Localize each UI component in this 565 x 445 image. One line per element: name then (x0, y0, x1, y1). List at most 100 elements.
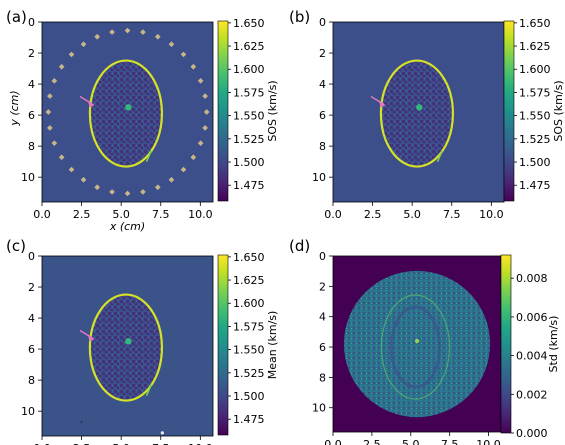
colorbar-tick-label: 1.650 (233, 17, 265, 30)
artifact-dot (160, 431, 164, 435)
colorbar-tick-label: 1.575 (519, 86, 551, 99)
y-tick-label: 0 (28, 250, 35, 263)
transducer-element (109, 189, 115, 195)
skull-crack (436, 150, 443, 162)
plot-frame (41, 255, 214, 437)
y-tick-label: 0 (319, 250, 326, 263)
colorbar-label: SOS (km/s) (552, 80, 565, 141)
x-tick-label: 7.5 (152, 442, 170, 445)
brain-tissue (89, 60, 162, 167)
lesion (125, 338, 132, 345)
colorbar-label: SOS (km/s) (266, 80, 279, 141)
colorbar-label: Mean (km/s) (266, 311, 279, 380)
panel-1: (a) 0.0 2.5 5.0 7.5 10.0 0 2 4 6 8 10 x (cm) y (cm) 1.… (6, 8, 279, 233)
y-tick-label: 4 (319, 311, 326, 324)
y-tick-label: 6 (28, 343, 35, 356)
colorbar-label: Std (km/s) (547, 316, 560, 373)
x-axis-label: x (cm) (109, 220, 145, 233)
x-tick-label: 2.5 (363, 438, 381, 445)
inner-ring-std (389, 305, 441, 389)
colorbar-tick-label: 1.475 (233, 413, 265, 426)
heatmap-image (333, 22, 504, 202)
colorbar (217, 254, 229, 436)
x-tick-label: 2.5 (73, 442, 91, 445)
transducer-element (124, 27, 131, 34)
panel-4: (d) 0.0 2.5 5.0 7.5 10.0 0 2 4 6 8 10 0.008 0.006 0.00… (289, 237, 560, 445)
x-tick-label: 0.0 (33, 208, 51, 221)
std-disc (343, 270, 491, 418)
x-tick-label: 5.0 (403, 208, 421, 221)
colorbar-tick-label: 1.550 (233, 344, 265, 357)
panel-label: (a) (6, 8, 27, 26)
y-tick-label: 4 (319, 78, 326, 91)
transducer-element (168, 176, 175, 183)
colorbar (503, 20, 515, 202)
transducer-element (190, 154, 197, 161)
y-tick-label: 2 (319, 280, 326, 293)
plot-frame (41, 21, 214, 203)
y-axis-label: y (cm) (8, 90, 21, 126)
x-tick-label: 2.5 (364, 208, 382, 221)
transducer-element (203, 109, 210, 115)
x-tick-label: 5.0 (402, 438, 420, 445)
x-tick-label: 10.0 (479, 208, 504, 221)
colorbar-tick-label: 1.625 (233, 40, 265, 53)
transducer-element (124, 190, 131, 197)
colorbar-tick-label: 1.600 (233, 63, 265, 76)
y-tick-label: 6 (28, 109, 35, 122)
transducer-element (180, 166, 187, 173)
y-tick-label: 0 (28, 16, 35, 29)
colorbar-tick-label: 1.550 (519, 110, 551, 123)
y-tick-label: 6 (319, 109, 326, 122)
y-tick-label: 10 (21, 171, 35, 184)
x-tick-label: 10.0 (188, 208, 213, 221)
panel-3: (c) 0.0 2.5 5.0 7.5 10.0 0 2 4 6 8 10 1.650 1.625 1.60… (6, 237, 279, 445)
colorbar-tick-label: 1.500 (233, 156, 265, 169)
colorbar-tick-label: 1.525 (519, 133, 551, 146)
colorbar-tick-label: 1.525 (233, 367, 265, 380)
colorbar (217, 20, 229, 202)
x-tick-label: 7.5 (441, 438, 459, 445)
x-tick-label: 0.0 (324, 208, 342, 221)
colorbar-tick-label: 1.600 (233, 297, 265, 310)
transducer-element (190, 63, 197, 70)
colorbar-tick-label: 0.004 (516, 350, 548, 363)
colorbar-tick-label: 1.550 (233, 110, 265, 123)
x-tick-label: 10.0 (188, 442, 213, 445)
x-tick-label: 2.5 (73, 208, 91, 221)
colorbar-tick-label: 1.575 (233, 86, 265, 99)
colorbar-tick-label: 1.475 (519, 179, 551, 192)
y-tick-label: 8 (28, 374, 35, 387)
transducer-element (202, 125, 208, 131)
colorbar-tick-label: 0.002 (516, 388, 548, 401)
lesion-std (415, 338, 419, 343)
panel-label: (d) (289, 237, 310, 255)
y-tick-label: 0 (319, 16, 326, 29)
skull-ring (88, 293, 164, 402)
y-tick-label: 2 (28, 281, 35, 294)
colorbar-tick-label: 1.475 (233, 179, 265, 192)
colorbar-tick-label: 0.006 (516, 311, 548, 324)
colorbar-tick-label: 1.650 (519, 17, 551, 30)
heatmap-image (333, 256, 501, 432)
colorbar-tick-label: 0.008 (516, 272, 548, 285)
skull-outline-std (380, 294, 451, 400)
transducer-element (197, 77, 204, 84)
colorbar-tick-label: 1.525 (233, 133, 265, 146)
panel-2: (b) 0.0 2.5 5.0 7.5 10.0 0 2 4 6 8 10 1.650 1.625 1.60… (289, 8, 565, 221)
y-tick-label: 2 (28, 47, 35, 60)
y-tick-label: 8 (28, 140, 35, 153)
y-tick-label: 10 (21, 405, 35, 418)
transducer-element (68, 166, 75, 173)
x-tick-label: 0.0 (324, 438, 342, 445)
y-tick-label: 4 (28, 312, 35, 325)
transducer-element (154, 184, 161, 191)
colorbar-tick-label: 1.650 (233, 251, 265, 264)
panel-label: (b) (289, 8, 310, 26)
colorbar-tick-label: 1.500 (233, 390, 265, 403)
brain-tissue (89, 294, 162, 401)
skull-ring (88, 59, 164, 168)
arrow-head (87, 100, 95, 108)
colorbar-tick-label: 1.500 (519, 156, 551, 169)
y-tick-label: 4 (28, 78, 35, 91)
